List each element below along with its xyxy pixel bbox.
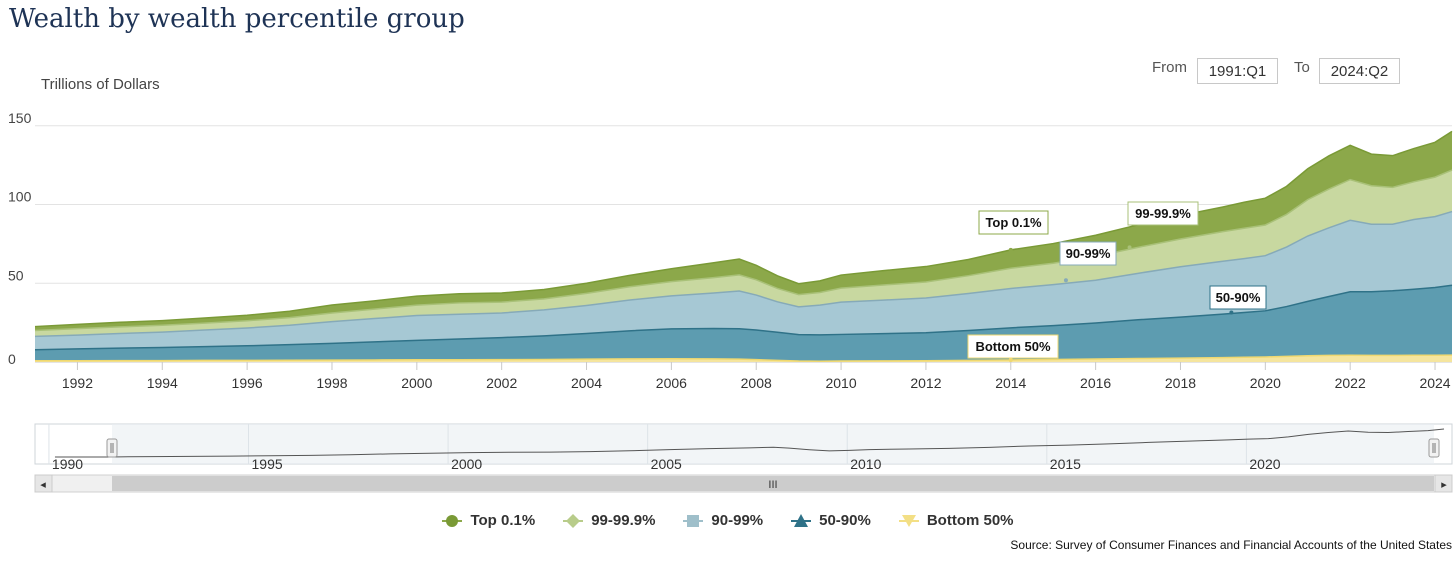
area-top01[interactable] <box>35 131 1452 331</box>
annotation-box <box>1059 241 1117 266</box>
navigator-tick-label: 2005 <box>651 456 682 472</box>
range-from-input[interactable]: 1991:Q1 <box>1197 58 1278 84</box>
x-tick-label: 2020 <box>1250 375 1281 391</box>
navigator-handle-left[interactable] <box>106 438 118 458</box>
annotation-anchor <box>1127 245 1132 250</box>
y-tick-label: 100 <box>8 189 32 205</box>
navigator-tick-label: 2010 <box>850 456 881 472</box>
x-tick-label: 2024 <box>1419 375 1450 391</box>
legend-label: 90-99% <box>711 512 764 529</box>
annotation-anchor <box>1063 278 1068 283</box>
triangle-marker-icon <box>794 513 809 527</box>
legend-item-50-90[interactable]: 50-90% <box>791 512 871 529</box>
navigator-tick-label: 1995 <box>252 456 283 472</box>
navigator-handle-right[interactable] <box>1428 438 1440 458</box>
source-note: Source: Survey of Consumer Finances and … <box>1010 538 1452 552</box>
scroll-right-button[interactable] <box>1434 474 1453 493</box>
diamond-marker-icon <box>566 513 581 528</box>
y-tick-label: 150 <box>8 110 32 126</box>
x-tick-label: 2004 <box>571 375 602 391</box>
scroll-left-arrow-icon: ◂ <box>40 479 46 491</box>
annotation-label: 99-99.9% <box>1135 206 1191 221</box>
range-to-label: To <box>1294 59 1310 76</box>
annotation-anchor <box>1008 247 1013 252</box>
range-from-label: From <box>1152 59 1187 76</box>
series-line-p90_99 <box>34 210 1453 338</box>
x-tick-label: 2006 <box>656 375 687 391</box>
annotation-label: 90-99% <box>1066 246 1111 261</box>
legend-item-90-99[interactable]: 90-99% <box>683 512 763 529</box>
chart-title: Wealth by wealth percentile group <box>9 4 465 34</box>
annotation-box <box>978 210 1049 235</box>
series-line-p99_999 <box>34 169 1453 332</box>
scrollbar-thumb-grip: III <box>768 479 777 491</box>
annotation-anchor <box>1229 310 1234 315</box>
navigator-tick-label: 2000 <box>451 456 482 472</box>
area-p50_90[interactable] <box>35 285 1452 362</box>
y-tick-label: 50 <box>8 267 24 283</box>
navigator-tick-label: 1990 <box>52 456 83 472</box>
legend-label: Bottom 50% <box>926 512 1014 529</box>
annotation-box <box>1209 285 1267 310</box>
x-tick-label: 1996 <box>232 375 263 391</box>
series-line-p50_90 <box>34 284 1453 351</box>
triangle-down-marker-icon <box>901 514 916 527</box>
area-p90_99[interactable] <box>35 211 1452 350</box>
annotation-box <box>967 334 1059 359</box>
square-marker-icon <box>687 514 700 527</box>
annotation-label: Top 0.1% <box>985 215 1042 230</box>
y-axis-label: Trillions of Dollars <box>41 76 160 93</box>
annotation-box <box>1127 201 1199 226</box>
x-tick-label: 1992 <box>62 375 93 391</box>
legend-label: 50-90% <box>819 512 871 529</box>
legend-label: Top 0.1% <box>470 512 536 529</box>
legend-item-bottom50[interactable]: Bottom 50% <box>898 512 1014 529</box>
legend-item-top01[interactable]: Top 0.1% <box>442 512 535 529</box>
x-tick-label: 2000 <box>401 375 432 391</box>
navigator-tick-label: 2020 <box>1249 456 1280 472</box>
x-tick-label: 1998 <box>316 375 347 391</box>
navigator-tick-label: 2015 <box>1050 456 1081 472</box>
x-tick-label: 2014 <box>995 375 1026 391</box>
scroll-left-button[interactable] <box>34 474 53 493</box>
series-line-bottom50 <box>35 354 1453 362</box>
x-tick-label: 2002 <box>486 375 517 391</box>
x-tick-label: 2022 <box>1335 375 1366 391</box>
x-tick-label: 2010 <box>825 375 856 391</box>
series-line-top01 <box>34 130 1453 328</box>
circle-marker-icon <box>446 514 459 527</box>
area-p99_999[interactable] <box>35 170 1452 337</box>
navigator-series-line <box>54 428 1445 458</box>
legend-item-99-999[interactable]: 99-99.9% <box>563 512 655 529</box>
navigator-selection[interactable] <box>112 424 1434 464</box>
legend: Top 0.1% 99-99.9% 90-99% 50-90% Bottom 5… <box>0 512 1456 529</box>
scrollbar-thumb[interactable] <box>112 476 1434 491</box>
x-tick-label: 2016 <box>1080 375 1111 391</box>
annotation-label: 50-90% <box>1216 290 1261 305</box>
y-tick-label: 0 <box>8 351 16 367</box>
scroll-right-arrow-icon: ▸ <box>1441 479 1447 491</box>
legend-label: 99-99.9% <box>591 512 656 529</box>
annotation-anchor <box>1008 357 1013 362</box>
x-tick-label: 2018 <box>1165 375 1196 391</box>
x-tick-label: 2012 <box>910 375 941 391</box>
x-tick-label: 2008 <box>741 375 772 391</box>
annotation-label: Bottom 50% <box>975 339 1051 354</box>
range-to-input[interactable]: 2024:Q2 <box>1319 58 1400 84</box>
x-tick-label: 1994 <box>147 375 178 391</box>
